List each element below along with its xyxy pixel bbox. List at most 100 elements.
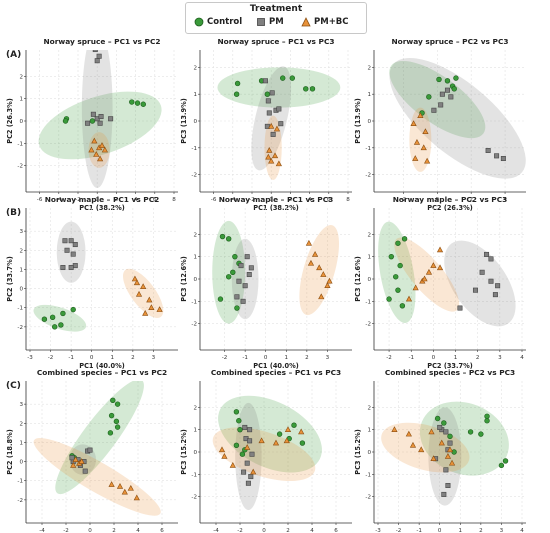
data-points xyxy=(386,236,501,311)
point-pmbc xyxy=(298,428,305,435)
point-pmbc xyxy=(436,246,444,253)
y-tick-label: -1 xyxy=(191,146,197,152)
x-tick-label: 2 xyxy=(115,197,119,203)
point-control xyxy=(388,253,394,260)
y-tick-label: -1 xyxy=(191,299,197,305)
confidence-ellipses xyxy=(38,50,162,188)
point-control xyxy=(217,296,224,302)
y-axis-label: PC2 (26.3%) xyxy=(6,98,14,143)
point-control xyxy=(393,274,399,280)
ellipse-pm xyxy=(428,407,462,506)
point-control xyxy=(444,78,451,84)
scatter-panel-1: Norway spruce – PC1 vs PC2 -6 -4 -2 0 2 4 6 8 -2 -… xyxy=(6,37,178,212)
point-pm xyxy=(269,90,275,96)
scatter-panel-8: Combined species – PC1 vs PC3 -4 -2 0 2 4 6 -2 -… xyxy=(180,368,352,533)
x-tick-label: 3 xyxy=(152,355,156,361)
x-axis-label: PC1 (38.2%) xyxy=(253,204,298,212)
x-tick-label: 4 xyxy=(136,528,140,533)
point-pmbc xyxy=(93,151,100,157)
ellipse-pmbc xyxy=(212,427,316,482)
point-control xyxy=(498,462,505,469)
y-tick-label: 2 xyxy=(193,65,197,71)
point-control xyxy=(484,413,490,419)
x-tick-label: -3 xyxy=(27,355,33,361)
x-tick-label: 4 xyxy=(310,528,314,533)
point-pmbc xyxy=(284,426,292,432)
confidence-ellipses xyxy=(212,395,322,511)
point-control xyxy=(453,75,459,81)
point-control xyxy=(234,80,241,87)
point-pm xyxy=(246,272,252,278)
point-pmbc xyxy=(412,284,419,291)
ellipse-control xyxy=(33,304,87,332)
point-pm xyxy=(262,78,268,84)
point-pmbc xyxy=(121,488,128,495)
y-tick-label: 1 xyxy=(19,97,23,103)
point-control xyxy=(397,262,403,269)
point-control xyxy=(232,253,238,260)
point-pmbc xyxy=(91,137,98,144)
point-pmbc xyxy=(436,264,444,271)
point-control xyxy=(225,274,232,280)
square-marker-icon xyxy=(257,18,265,26)
y-axis-label: PC3 (13.9%) xyxy=(354,98,362,143)
point-control xyxy=(280,75,286,81)
point-control xyxy=(441,420,447,426)
x-tick-label: -4 xyxy=(39,528,45,533)
y-tick-label: -1 xyxy=(365,299,371,305)
confidence-ellipses xyxy=(389,57,526,179)
data-points xyxy=(410,75,506,164)
point-pmbc xyxy=(244,444,251,450)
x-tick-label: 0 xyxy=(436,197,440,203)
y-tick-label: -2 xyxy=(365,322,371,328)
x-tick-label: -2 xyxy=(48,355,54,361)
y-tick-label: 0 xyxy=(367,277,371,283)
point-pmbc xyxy=(444,453,452,459)
y-tick-label: -1 xyxy=(17,479,23,485)
x-tick-label: -3 xyxy=(375,528,381,533)
x-tick-label: 0 xyxy=(262,528,266,533)
x-tick-label: 2 xyxy=(289,197,293,203)
y-tick-label: 1 xyxy=(193,255,197,261)
point-pm xyxy=(488,278,494,284)
x-tick-label: -2 xyxy=(396,528,402,533)
confidence-ellipses xyxy=(217,66,341,180)
point-pmbc xyxy=(268,122,275,129)
point-pmbc xyxy=(318,293,325,300)
y-axis-label: PC2 (18.8%) xyxy=(6,429,14,474)
x-tick-label: 0 xyxy=(438,528,442,533)
point-pm xyxy=(69,455,75,461)
row-label-a: (A) xyxy=(6,50,22,60)
y-axis-label: PC3 (12.6%) xyxy=(354,256,362,301)
panel-title: Combined species – PC2 vs PC3 xyxy=(385,368,515,377)
point-pm xyxy=(472,287,478,293)
point-control xyxy=(399,303,406,309)
y-tick-label: 0 xyxy=(19,119,23,125)
point-pm xyxy=(240,298,246,304)
point-control xyxy=(386,296,392,302)
point-pm xyxy=(234,294,240,300)
y-tick-label: 2 xyxy=(19,421,23,427)
point-pm xyxy=(92,50,98,53)
point-pmbc xyxy=(156,306,163,312)
x-tick-label: 1 xyxy=(111,355,115,361)
point-control xyxy=(264,91,271,97)
point-pmbc xyxy=(418,446,425,453)
x-axis-label: PC2 (26.3%) xyxy=(427,204,472,212)
point-pm xyxy=(437,424,443,430)
point-pmbc xyxy=(420,144,427,151)
y-tick-label: 3 xyxy=(19,402,23,408)
point-pmbc xyxy=(131,275,139,282)
point-control xyxy=(401,236,408,242)
x-tick-label: -6 xyxy=(211,197,217,203)
point-control xyxy=(426,94,432,100)
point-control xyxy=(289,75,296,81)
point-pm xyxy=(70,251,76,257)
point-pmbc xyxy=(133,279,141,286)
point-control xyxy=(291,422,297,428)
y-tick-label: -2 xyxy=(365,495,371,501)
scatter-panel-2: Norway spruce – PC1 vs PC3 -6 -4 -2 0 2 4 6 8 -2 -… xyxy=(180,37,352,212)
point-pm xyxy=(445,482,451,488)
panel-title: Norway maple – PC1 vs PC2 xyxy=(45,195,160,204)
